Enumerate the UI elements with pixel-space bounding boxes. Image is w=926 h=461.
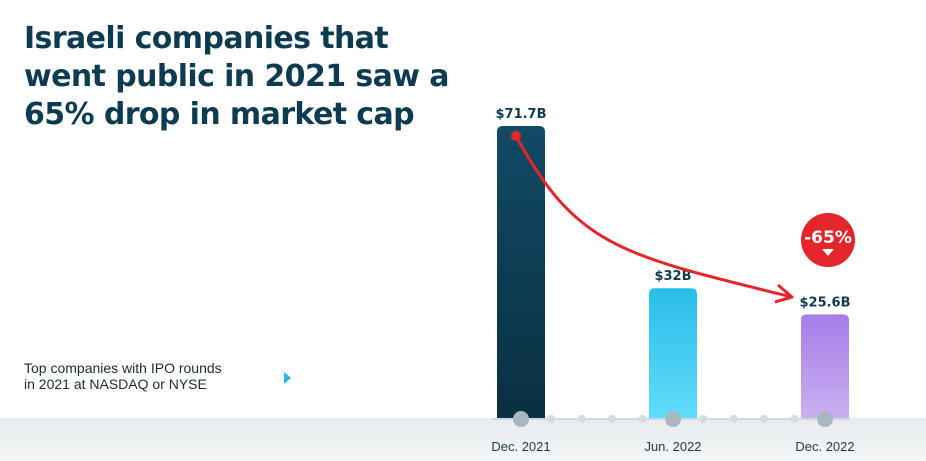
- title-line: Israeli companies that: [24, 21, 389, 56]
- bar: [649, 288, 697, 419]
- trend-arrow-line: [514, 135, 793, 299]
- bar-value-label: $32B: [654, 269, 691, 284]
- x-tick-label: Dec. 2022: [795, 439, 854, 454]
- timeline-minor-dot: [638, 415, 647, 423]
- play-triangle-icon[interactable]: [284, 372, 291, 384]
- timeline-major-dot: [817, 411, 833, 427]
- timeline-minor-dot: [790, 415, 799, 423]
- x-tick-label: Jun. 2022: [644, 439, 701, 454]
- timeline-minor-dot: [547, 415, 556, 423]
- timeline-minor-dot: [760, 415, 769, 423]
- x-tick-label: Dec. 2021: [491, 439, 550, 454]
- timeline-band: [0, 418, 926, 461]
- title-line: went public in 2021 saw a: [24, 59, 449, 94]
- page-title: Israeli companies that went public in 20…: [24, 20, 464, 134]
- down-triangle-icon: [822, 249, 834, 256]
- bar-value-label: $25.6B: [799, 295, 850, 310]
- title-line: 65% drop in market cap: [24, 97, 415, 132]
- timeline-major-dot: [513, 411, 529, 427]
- timeline-minor-dot: [699, 415, 708, 423]
- percent-change-badge: [801, 213, 855, 267]
- percent-change-text: -65%: [804, 228, 852, 248]
- chart-description: Top companies with IPO rounds in 2021 at…: [24, 360, 274, 392]
- description-line: in 2021 at NASDAQ or NYSE: [24, 376, 207, 392]
- description-line: Top companies with IPO rounds: [24, 360, 222, 376]
- arrow-head-icon: [774, 283, 794, 304]
- bar: [497, 126, 545, 419]
- bar-value-label: $71.7B: [495, 107, 546, 122]
- bar: [801, 314, 849, 419]
- timeline-minor-dot: [577, 415, 586, 423]
- trend-start-dot: [511, 131, 521, 141]
- timeline-major-dot: [665, 411, 681, 427]
- timeline-minor-dot: [729, 415, 738, 423]
- timeline-minor-dot: [608, 415, 617, 423]
